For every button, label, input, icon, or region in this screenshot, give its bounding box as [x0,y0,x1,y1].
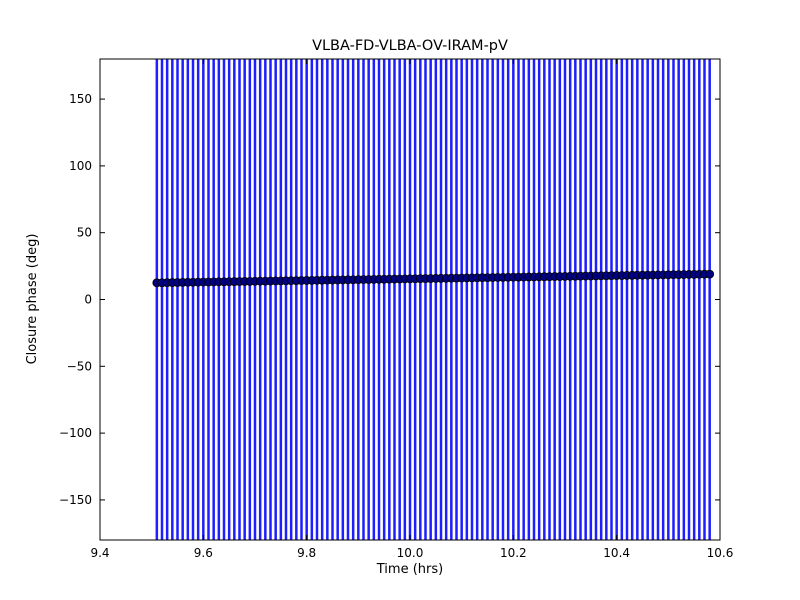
y-tick-label: −150 [59,493,92,507]
x-tick-label: 9.6 [194,546,213,560]
y-tick-label: −50 [67,359,92,373]
y-tick-label: −100 [59,426,92,440]
x-tick-label: 9.8 [297,546,316,560]
x-tick-label: 10.4 [603,546,630,560]
y-tick-label: 0 [84,293,92,307]
x-tick-label: 10.0 [397,546,424,560]
x-tick-label: 10.6 [707,546,734,560]
x-tick-label: 10.2 [500,546,527,560]
x-axis-label: Time (hrs) [376,562,443,577]
data-point-marker [705,269,715,279]
chart-title: VLBA-FD-VLBA-OV-IRAM-pV [312,38,508,54]
y-tick-label: 100 [69,159,92,173]
x-tick-label: 9.4 [90,546,109,560]
y-tick-label: 50 [77,226,92,240]
y-axis-label: Closure phase (deg) [25,234,40,365]
y-tick-label: 150 [69,92,92,106]
